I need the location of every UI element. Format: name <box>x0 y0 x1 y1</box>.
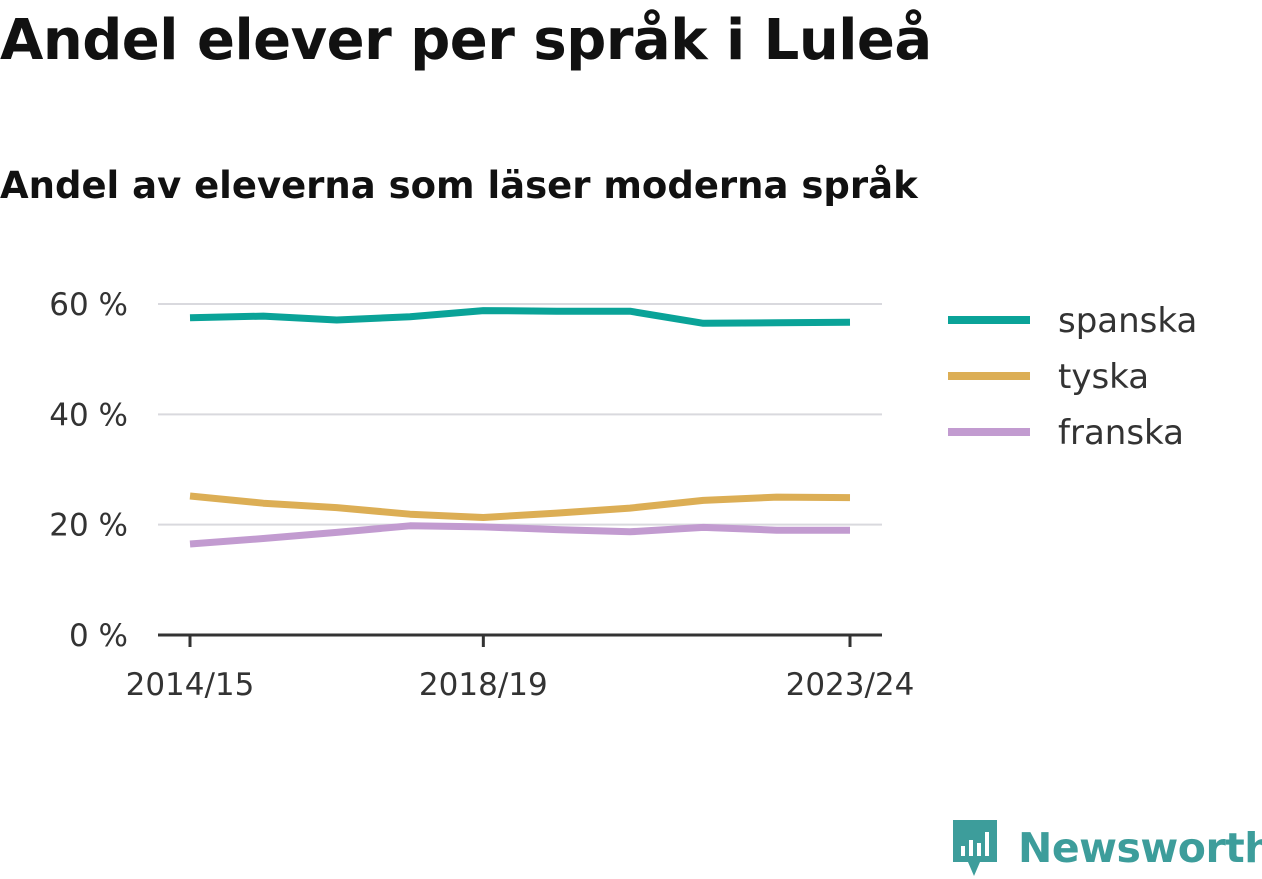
x-tick-label: 2018/19 <box>419 667 548 703</box>
legend-label: tyska <box>1058 357 1149 397</box>
legend-item-franska: franska <box>948 413 1184 453</box>
bar-chart-speech-bubble-icon <box>953 820 997 876</box>
x-tick-label: 2023/24 <box>786 667 915 703</box>
y-tick-label: 60 % <box>49 287 128 323</box>
series-lines <box>189 307 851 548</box>
series-line-spanska <box>189 307 851 327</box>
chart-title: Andel elever per språk i Luleå <box>0 8 932 73</box>
legend-item-tyska: tyska <box>948 357 1149 397</box>
legend: spanska tyska franska <box>948 301 1197 453</box>
series-line-franska <box>189 522 850 548</box>
legend-item-spanska: spanska <box>948 301 1197 341</box>
brand-logo: Newsworthy <box>950 818 1262 878</box>
series-line-tyska <box>189 492 851 521</box>
x-tick-label: 2014/15 <box>126 667 255 703</box>
y-tick-label: 0 % <box>69 618 128 654</box>
legend-label: franska <box>1058 413 1184 453</box>
y-tick-label: 40 % <box>49 397 128 433</box>
y-tick-label: 20 % <box>49 508 128 544</box>
brand-name: Newsworthy <box>1018 824 1262 872</box>
legend-label: spanska <box>1058 301 1197 341</box>
axes: 0 % 20 % 40 % 60 % 2014/15 2018/19 2023/24 <box>49 287 914 703</box>
chart-subtitle: Andel av eleverna som läser moderna språ… <box>0 164 918 207</box>
gridlines <box>158 303 882 526</box>
